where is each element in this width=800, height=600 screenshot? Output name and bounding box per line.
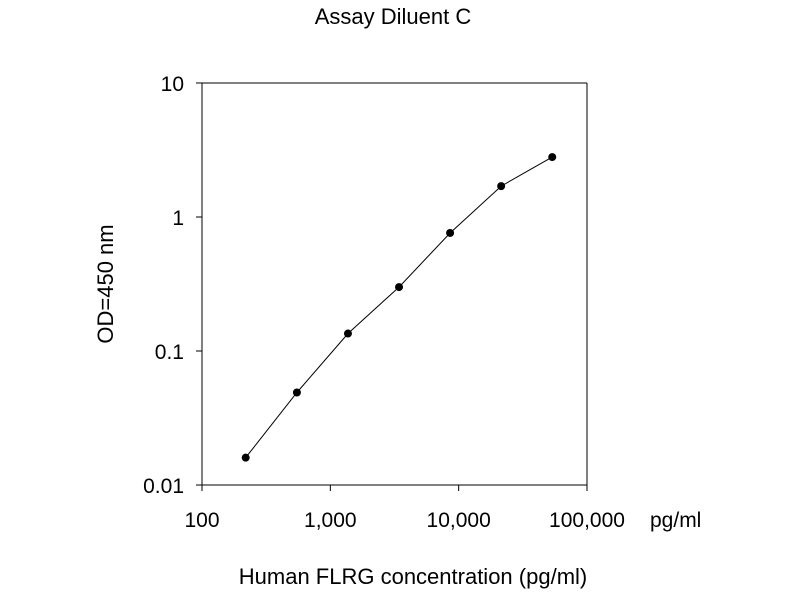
chart-title: Assay Diluent C (315, 4, 472, 29)
x-axis-ticks: 100 1,000 10,000 100,000 (184, 485, 625, 532)
x-axis-title: Human FLRG concentration (pg/ml) (239, 564, 587, 589)
y-tick-label: 0.01 (143, 475, 184, 498)
data-point (241, 453, 250, 462)
x-tick-label: 1,000 (304, 509, 357, 532)
data-point (497, 182, 506, 191)
y-axis-ticks: 0.01 0.1 1 10 (143, 73, 202, 498)
y-tick-label: 1 (172, 207, 184, 230)
y-tick-label: 0.1 (155, 341, 184, 364)
data-point (395, 283, 404, 292)
y-tick-label: 10 (161, 73, 184, 96)
data-point (343, 329, 352, 338)
x-axis-unit: pg/ml (650, 509, 701, 532)
x-tick-label: 100 (184, 509, 219, 532)
series-line (245, 156, 553, 458)
x-tick-label: 10,000 (427, 509, 491, 532)
data-point (292, 388, 301, 397)
data-point (548, 153, 557, 162)
y-axis-title: OD=450 nm (93, 224, 118, 343)
data-point (446, 228, 455, 237)
data-series (241, 153, 557, 462)
x-tick-label: 100,000 (549, 509, 625, 532)
